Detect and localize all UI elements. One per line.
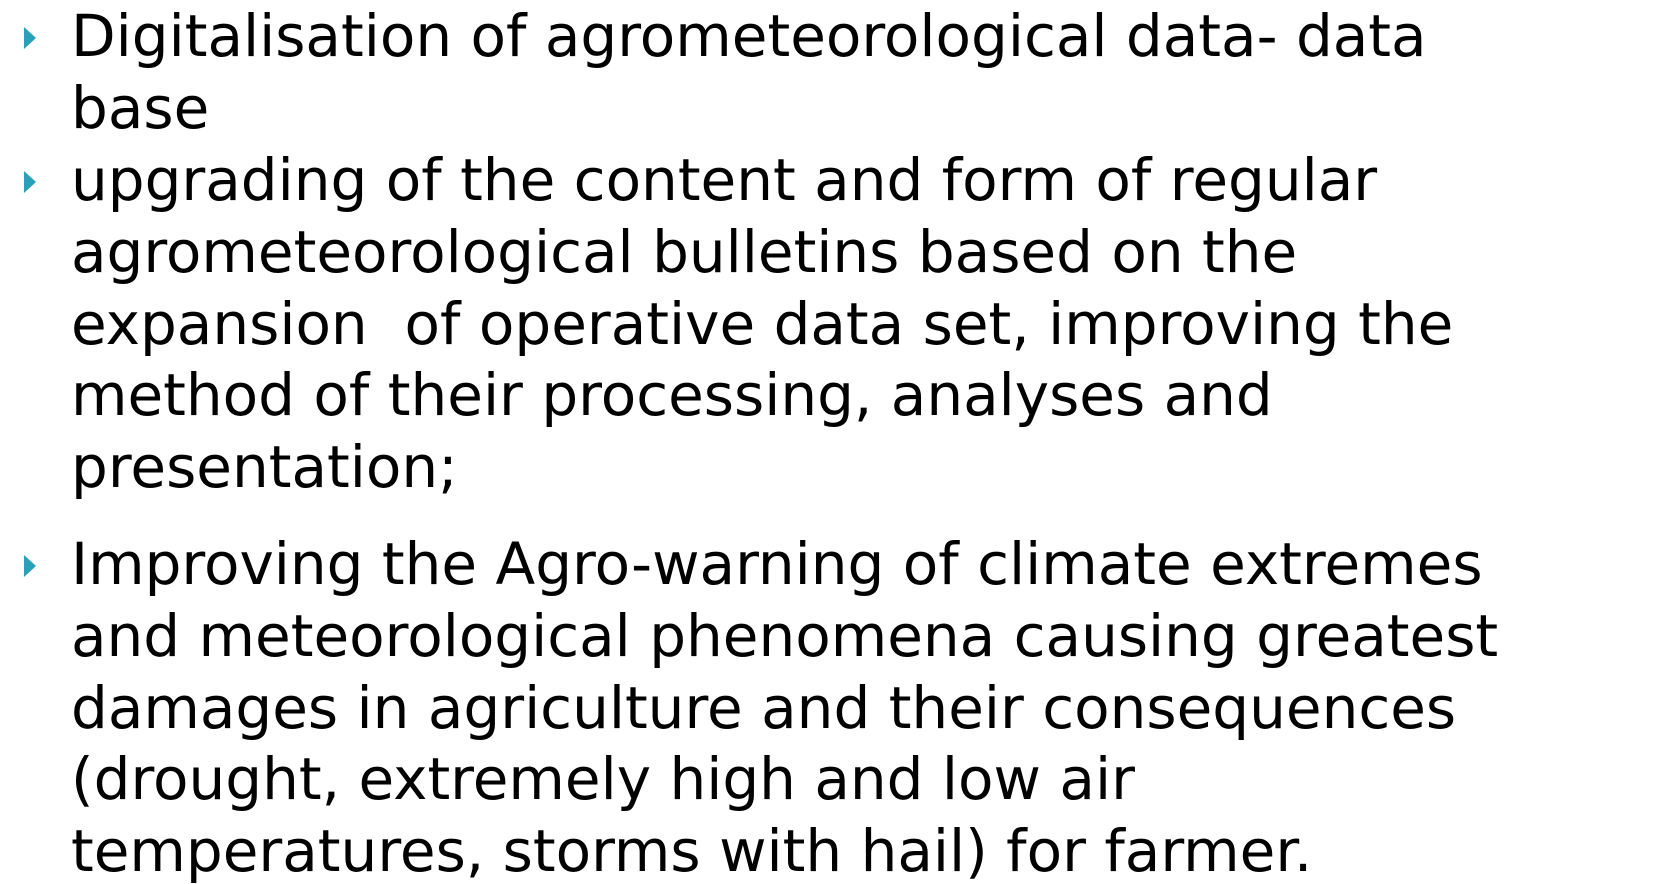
bullet-text-line: (drought, extremely high and low air (71, 745, 1135, 814)
bullet-text-line: Improving the Agro-warning of climate ex… (71, 530, 1483, 598)
bullet-text-line: agrometeorological bulletins based on th… (71, 217, 1298, 286)
bullet-text-line: method of their processing, analyses and (71, 361, 1273, 430)
bullet-text-line: base (71, 73, 210, 142)
bullet-text-line: damages in agriculture and their consequ… (71, 673, 1457, 742)
bullet-text-line: expansion of operative data set, improvi… (71, 289, 1454, 358)
bullet-text-line: and meteorological phenomena causing gre… (71, 601, 1499, 670)
bullet-marker (24, 170, 36, 193)
bullet-text-line: upgrading of the content and form of reg… (71, 146, 1378, 214)
bullet-text-line: Digitalisation of agrometeorological dat… (71, 2, 1427, 70)
bullet-text-line: presentation; (71, 433, 458, 502)
bullet-marker (24, 554, 36, 577)
bullet-text-line: temperatures, storms with hail) for farm… (71, 817, 1313, 884)
bullet-marker (24, 26, 36, 49)
